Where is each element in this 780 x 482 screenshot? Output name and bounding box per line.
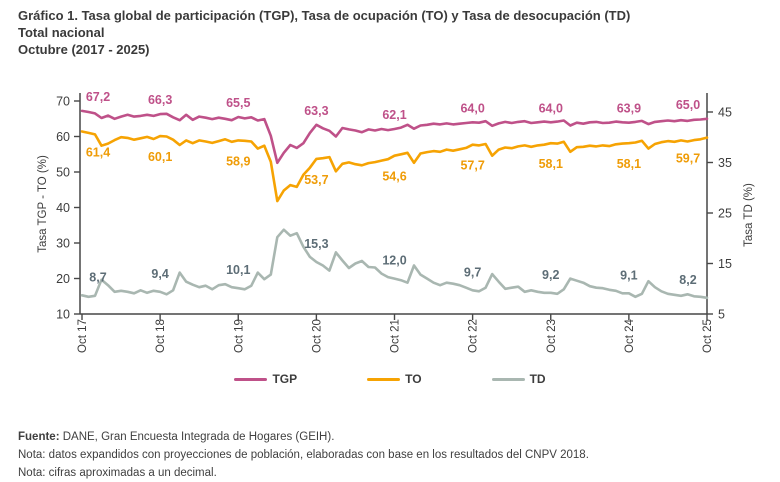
source-text: DANE, Gran Encuesta Integrada de Hogares… [62,431,335,443]
data-label-to: 53,7 [304,173,328,187]
data-label-td: 8,7 [89,270,106,284]
data-label-to: 61,4 [86,146,110,160]
left-axis-title: Tasa TGP - TO (%) [37,155,49,253]
x-axis-tick-label: Oct 20 [311,319,323,353]
x-axis-tick-label: Oct 19 [233,319,245,353]
data-label-to: 58,1 [617,157,641,171]
data-label-tgp: 67,2 [86,90,110,104]
data-label-tgp: 65,0 [676,98,700,112]
chart-legend: TGP TO TD [0,372,780,386]
legend-line-swatch-to [367,377,401,381]
left-axis-tick-label: 40 [56,201,70,215]
report-page: Gráfico 1. Tasa global de participación … [0,7,780,479]
data-label-to: 57,7 [460,159,484,173]
data-label-tgp: 64,0 [539,101,563,115]
data-label-tgp: 66,3 [148,93,172,107]
data-label-to: 54,6 [382,170,406,184]
legend-label-td: TD [529,372,546,386]
legend-label-tgp: TGP [272,372,298,386]
left-axis-tick-label: 10 [56,308,70,322]
data-label-td: 9,7 [464,265,481,279]
chart-subtitle-period: Octubre (2017 - 2025) [18,42,150,57]
right-axis-tick-label: 15 [718,257,732,271]
right-axis-tick-label: 25 [718,207,732,221]
data-label-td: 15,3 [304,237,328,251]
data-label-tgp: 64,0 [460,101,484,115]
right-axis-title: Tasa TD (%) [743,183,755,247]
data-label-tgp: 65,5 [226,96,250,110]
data-label-td: 9,1 [620,268,637,282]
x-axis-tick-label: Oct 22 [468,319,480,353]
left-axis-tick-label: 30 [56,237,70,251]
x-axis-tick-label: Oct 18 [155,319,167,353]
right-axis-tick-label: 35 [718,156,732,170]
legend-label-to: TO [405,372,422,386]
legend-item-td: TD [491,372,546,386]
data-label-to: 60,1 [148,150,172,164]
data-label-td: 8,2 [679,273,696,287]
legend-line-swatch-td [491,377,525,381]
data-label-to: 58,1 [539,157,563,171]
source-line: Fuente: DANE, Gran Encuesta Integrada de… [18,428,768,446]
left-axis-tick-label: 50 [56,166,70,180]
legend-line-swatch-tgp [234,377,268,381]
title-block: Gráfico 1. Tasa global de participación … [18,7,762,58]
legend-item-tgp: TGP [234,372,297,386]
chart-subtitle-coverage: Total nacional [18,25,105,40]
x-axis-tick-label: Oct 24 [624,319,636,353]
left-axis-tick-label: 60 [56,130,70,144]
series-line-to [80,130,709,203]
note-line-2: Nota: cifras aproximadas a un decimal. [18,467,217,479]
line-chart: 10 20 30 40 50 60 70 5 15 25 35 45 Oct 17 Oct 18 Oct 1… [37,90,755,353]
chart-title: Gráfico 1. Tasa global de participación … [18,8,631,23]
legend-item-to: TO [367,372,422,386]
series-line-td [80,228,709,300]
left-axis-tick-label: 70 [56,95,70,109]
data-label-td: 12,0 [382,254,406,268]
data-label-tgp: 62,1 [382,108,406,122]
x-axis-tick-label: Oct 23 [546,319,558,353]
note-line-1: Nota: datos expandidos con proyecciones … [18,449,589,461]
data-label-tgp: 63,9 [617,102,641,116]
x-axis-tick-label: Oct 25 [702,319,714,353]
left-axis-tick-label: 20 [56,272,70,286]
source-label: Fuente: [18,431,60,443]
x-axis-tick-label: Oct 17 [77,319,89,353]
right-axis-tick-label: 45 [718,106,732,120]
data-label-tgp: 63,3 [304,104,328,118]
data-label-td: 10,1 [226,263,250,277]
series-line-tgp [80,109,709,165]
data-label-to: 59,7 [676,152,700,166]
data-label-to: 58,9 [226,154,250,168]
footer-notes: Fuente: DANE, Gran Encuesta Integrada de… [18,428,768,482]
right-axis-tick-label: 5 [718,308,725,322]
x-axis-tick-label: Oct 21 [390,319,402,353]
data-label-td: 9,4 [151,267,168,281]
data-label-td: 9,2 [542,268,559,282]
